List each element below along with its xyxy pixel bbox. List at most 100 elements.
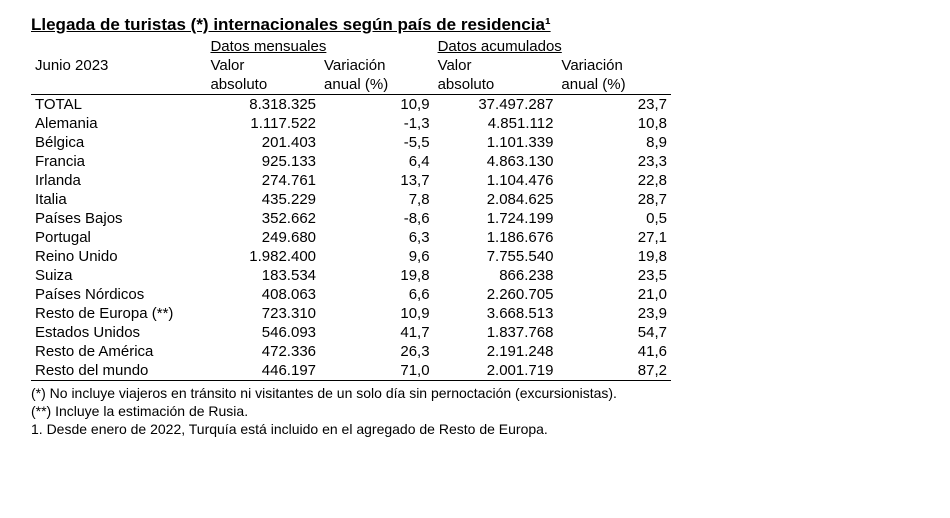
cell-cumulative-abs: 1.724.199 (434, 209, 558, 228)
header-cumulative-var-2: anual (%) (557, 75, 671, 95)
cell-cumulative-var: 22,8 (557, 171, 671, 190)
cell-cumulative-abs: 1.101.339 (434, 133, 558, 152)
cell-cumulative-abs: 7.755.540 (434, 247, 558, 266)
cell-monthly-var: 13,7 (320, 171, 434, 190)
row-name: Estados Unidos (31, 323, 206, 342)
header-cumulative-var-1: Variación (557, 56, 671, 75)
cell-cumulative-abs: 2.001.719 (434, 361, 558, 381)
cell-monthly-abs: 925.133 (206, 152, 320, 171)
cell-monthly-abs: 408.063 (206, 285, 320, 304)
table-body: TOTAL8.318.32510,937.497.28723,7Alemania… (31, 95, 671, 381)
cell-monthly-abs: 446.197 (206, 361, 320, 381)
table-row: Italia435.2297,82.084.62528,7 (31, 190, 671, 209)
cell-cumulative-abs: 2.191.248 (434, 342, 558, 361)
cell-cumulative-var: 19,8 (557, 247, 671, 266)
row-name: Reino Unido (31, 247, 206, 266)
cell-cumulative-var: 23,3 (557, 152, 671, 171)
cell-cumulative-abs: 37.497.287 (434, 95, 558, 115)
cell-cumulative-var: 87,2 (557, 361, 671, 381)
table-row: Portugal249.6806,31.186.67627,1 (31, 228, 671, 247)
table-row: Resto del mundo446.19771,02.001.71987,2 (31, 361, 671, 381)
table-row: TOTAL8.318.32510,937.497.28723,7 (31, 95, 671, 115)
cell-cumulative-abs: 1.837.768 (434, 323, 558, 342)
cell-cumulative-var: 10,8 (557, 114, 671, 133)
cell-cumulative-var: 54,7 (557, 323, 671, 342)
row-name: Resto de América (31, 342, 206, 361)
cell-cumulative-abs: 2.260.705 (434, 285, 558, 304)
header-period: Junio 2023 (31, 56, 206, 75)
cell-monthly-abs: 472.336 (206, 342, 320, 361)
cell-cumulative-var: 23,5 (557, 266, 671, 285)
row-name: Italia (31, 190, 206, 209)
row-name: Alemania (31, 114, 206, 133)
row-name: Irlanda (31, 171, 206, 190)
row-name: Resto de Europa (**) (31, 304, 206, 323)
cell-monthly-var: 41,7 (320, 323, 434, 342)
header-monthly-abs-1: Valor (206, 56, 320, 75)
row-name: Suiza (31, 266, 206, 285)
table-row: Alemania1.117.522-1,34.851.11210,8 (31, 114, 671, 133)
footnote-2: (**) Incluye la estimación de Rusia. (31, 402, 925, 420)
cell-monthly-var: -8,6 (320, 209, 434, 228)
cell-cumulative-abs: 4.863.130 (434, 152, 558, 171)
cell-cumulative-var: 41,6 (557, 342, 671, 361)
cell-monthly-var: 71,0 (320, 361, 434, 381)
row-name: Portugal (31, 228, 206, 247)
cell-cumulative-var: 27,1 (557, 228, 671, 247)
footnote-1: (*) No incluye viajeros en tránsito ni v… (31, 384, 925, 402)
footnote-3: 1. Desde enero de 2022, Turquía está inc… (31, 420, 925, 438)
cell-monthly-var: 6,3 (320, 228, 434, 247)
cell-monthly-abs: 352.662 (206, 209, 320, 228)
cell-monthly-var: 6,4 (320, 152, 434, 171)
cell-monthly-var: 19,8 (320, 266, 434, 285)
cell-cumulative-abs: 2.084.625 (434, 190, 558, 209)
header-cumulative-abs-1: Valor (434, 56, 558, 75)
cell-monthly-abs: 723.310 (206, 304, 320, 323)
tourists-table: Datos mensuales Datos acumulados Junio 2… (31, 37, 671, 381)
table-row: Estados Unidos546.09341,71.837.76854,7 (31, 323, 671, 342)
cell-cumulative-abs: 1.186.676 (434, 228, 558, 247)
cell-cumulative-var: 28,7 (557, 190, 671, 209)
row-name: Francia (31, 152, 206, 171)
table-row: Bélgica201.403-5,51.101.3398,9 (31, 133, 671, 152)
cell-monthly-abs: 249.680 (206, 228, 320, 247)
cell-monthly-abs: 435.229 (206, 190, 320, 209)
header-monthly-group: Datos mensuales (206, 37, 433, 56)
header-monthly-abs-2: absoluto (206, 75, 320, 95)
cell-monthly-var: -1,3 (320, 114, 434, 133)
cell-monthly-abs: 8.318.325 (206, 95, 320, 115)
cell-cumulative-abs: 4.851.112 (434, 114, 558, 133)
row-name: Bélgica (31, 133, 206, 152)
table-row: Países Nórdicos408.0636,62.260.70521,0 (31, 285, 671, 304)
row-name: Resto del mundo (31, 361, 206, 381)
cell-monthly-abs: 183.534 (206, 266, 320, 285)
cell-monthly-var: 7,8 (320, 190, 434, 209)
header-empty (31, 37, 206, 56)
table-row: Reino Unido1.982.4009,67.755.54019,8 (31, 247, 671, 266)
cell-monthly-abs: 1.117.522 (206, 114, 320, 133)
row-name: Países Nórdicos (31, 285, 206, 304)
header-cumulative-group: Datos acumulados (434, 37, 671, 56)
table-row: Francia925.1336,44.863.13023,3 (31, 152, 671, 171)
cell-monthly-abs: 546.093 (206, 323, 320, 342)
cell-monthly-abs: 274.761 (206, 171, 320, 190)
cell-monthly-var: -5,5 (320, 133, 434, 152)
cell-monthly-abs: 201.403 (206, 133, 320, 152)
cell-cumulative-var: 0,5 (557, 209, 671, 228)
cell-monthly-var: 10,9 (320, 95, 434, 115)
header-monthly-var-2: anual (%) (320, 75, 434, 95)
cell-monthly-var: 26,3 (320, 342, 434, 361)
cell-monthly-var: 6,6 (320, 285, 434, 304)
row-name: Países Bajos (31, 209, 206, 228)
cell-cumulative-var: 8,9 (557, 133, 671, 152)
table-title: Llegada de turistas (*) internacionales … (25, 15, 925, 35)
table-row: Países Bajos352.662-8,61.724.1990,5 (31, 209, 671, 228)
header-empty-2 (31, 75, 206, 95)
table-row: Irlanda274.76113,71.104.47622,8 (31, 171, 671, 190)
header-monthly-var-1: Variación (320, 56, 434, 75)
header-cumulative-abs-2: absoluto (434, 75, 558, 95)
table-row: Resto de América472.33626,32.191.24841,6 (31, 342, 671, 361)
cell-monthly-abs: 1.982.400 (206, 247, 320, 266)
table-row: Resto de Europa (**)723.31010,93.668.513… (31, 304, 671, 323)
table-row: Suiza183.53419,8866.23823,5 (31, 266, 671, 285)
